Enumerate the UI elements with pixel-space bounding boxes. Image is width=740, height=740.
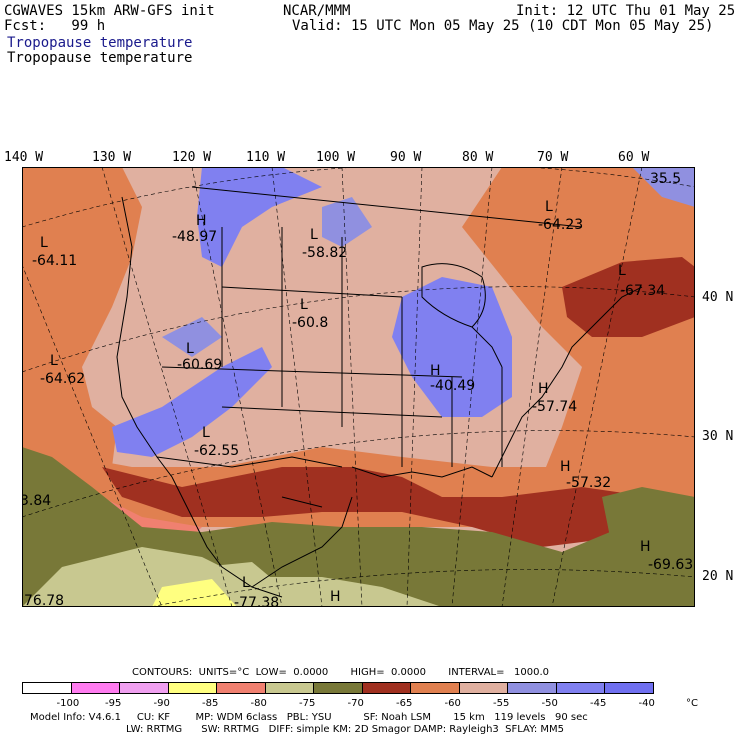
extremum-letter: H	[196, 213, 207, 229]
graticule	[22, 167, 695, 607]
field-band-65	[102, 467, 695, 557]
contours-info: CONTOURS: UNITS=°C LOW= 0.0000 HIGH= 0.0…	[132, 667, 550, 678]
model-title: CGWAVES 15km ARW-GFS init	[4, 3, 215, 19]
colorbar-tick-label: -70	[347, 698, 364, 709]
lon-label: 100 W	[316, 150, 356, 165]
extremum-letter: H	[330, 589, 341, 605]
field-band-65	[562, 257, 695, 337]
colorbar-swatch	[555, 682, 605, 694]
extremum-value: -69.63	[648, 557, 693, 573]
lon-label: 70 W	[537, 150, 569, 165]
model-info-line2: LW: RRTMG SW: RRTMG DIFF: simple KM: 2D …	[126, 724, 565, 735]
colorbar-tick-label: -95	[105, 698, 122, 709]
extremum-value: -67.34	[620, 283, 665, 299]
lat-label: 20 N	[702, 569, 734, 584]
colorbar-tick-label: -65	[396, 698, 413, 709]
field-band-85	[152, 579, 237, 607]
field-band-60	[462, 167, 695, 497]
center-label: NCAR/MMM	[283, 3, 351, 19]
extremum-letter: L	[545, 199, 553, 215]
colorbar-swatch	[216, 682, 266, 694]
colorbar-tick-label: -100	[56, 698, 80, 709]
colorbar-swatch	[70, 682, 120, 694]
coastlines	[116, 186, 643, 598]
extremum-letter: L	[40, 235, 48, 251]
field-band-70	[602, 487, 695, 562]
colorbar-tick-label: -50	[541, 698, 558, 709]
extremum-letter: H	[640, 539, 651, 555]
lon-label: 60 W	[618, 150, 650, 165]
colorbar-tick-label: -60	[444, 698, 461, 709]
extremum-value: -57.74	[532, 399, 577, 415]
field-band-50	[162, 317, 222, 357]
extremum-letter: L	[618, 263, 626, 279]
extremum-letter: L	[50, 353, 58, 369]
colorbar-tick-label: -55	[493, 698, 510, 709]
field-band-45	[197, 167, 322, 267]
extremum-letter: L	[186, 341, 194, 357]
lon-label: 110 W	[246, 150, 286, 165]
extremum-letter: L	[202, 425, 210, 441]
colorbar-unit: °C	[686, 698, 698, 709]
extremum-letter: L	[242, 575, 250, 591]
extremum-value: -77.38	[234, 595, 279, 607]
extremum-letter: H	[560, 459, 571, 475]
forecast-hour: Fcst: 99 h	[4, 18, 106, 34]
colorbar-swatch	[361, 682, 411, 694]
extremum-letter: L	[300, 297, 308, 313]
colorbar-swatch	[22, 682, 72, 694]
field-title-blue: Tropopause temperature	[7, 35, 193, 51]
extremum-letter: H	[430, 363, 441, 379]
colorbar-swatch	[167, 682, 217, 694]
extremum-value: -40.49	[430, 378, 475, 394]
colorbar-tick-label: -45	[590, 698, 607, 709]
extremum-value: -58.82	[302, 245, 347, 261]
field-band-50	[632, 167, 695, 207]
colorbar-swatch	[458, 682, 508, 694]
lon-label: 120 W	[172, 150, 212, 165]
colorbar-tick-label: -40	[638, 698, 655, 709]
lat-label: 30 N	[702, 429, 734, 444]
colorbar-swatch	[604, 682, 654, 694]
model-info-line1: Model Info: V4.6.1 CU: KF MP: WDM 6class…	[30, 712, 588, 723]
init-time: Init: 12 UTC Thu 01 May 25	[516, 3, 736, 19]
colorbar-tick-label: -80	[250, 698, 267, 709]
valid-time: Valid: 15 UTC Mon 05 May 25 (10 CDT Mon …	[292, 18, 714, 34]
colorbar-tick-label: -75	[299, 698, 316, 709]
map-frame	[22, 167, 695, 607]
field-title-black: Tropopause temperature	[7, 50, 193, 66]
extremum-value: -60.8	[292, 315, 328, 331]
colorbar-swatch	[313, 682, 363, 694]
lat-label: 40 N	[702, 290, 734, 305]
extremum-value: -48.97	[172, 229, 217, 245]
lon-label: 90 W	[390, 150, 422, 165]
colorbar-swatch	[119, 682, 169, 694]
extremum-value: 3.84	[22, 493, 51, 509]
field-band-45	[112, 347, 272, 457]
field-band-50	[322, 197, 372, 247]
lon-label: 80 W	[462, 150, 494, 165]
colorbar-swatch	[410, 682, 460, 694]
colorbar-tick-label: -85	[202, 698, 219, 709]
colorbar-swatch	[507, 682, 557, 694]
extremum-letter: H	[538, 381, 549, 397]
extremum-value: -57.32	[566, 475, 611, 491]
extremum-value: 76.78	[24, 593, 64, 607]
extremum-value: -64.23	[538, 217, 583, 233]
extremum-value: 35.5	[650, 171, 681, 187]
extremum-value: -60.69	[177, 357, 222, 373]
lon-label: 130 W	[92, 150, 132, 165]
extremum-value: -64.11	[32, 253, 77, 269]
tropopause-map: L -64.11 H -48.97 L -58.82 L -64.23 L -6…	[22, 167, 695, 607]
colorbar-tick-label: -90	[153, 698, 170, 709]
colorbar-swatch	[264, 682, 314, 694]
lon-label: 140 W	[4, 150, 44, 165]
extremum-letter: L	[310, 227, 318, 243]
extremum-value: -62.55	[194, 443, 239, 459]
field-band-60	[22, 167, 142, 487]
extremum-value: -64.62	[40, 371, 85, 387]
